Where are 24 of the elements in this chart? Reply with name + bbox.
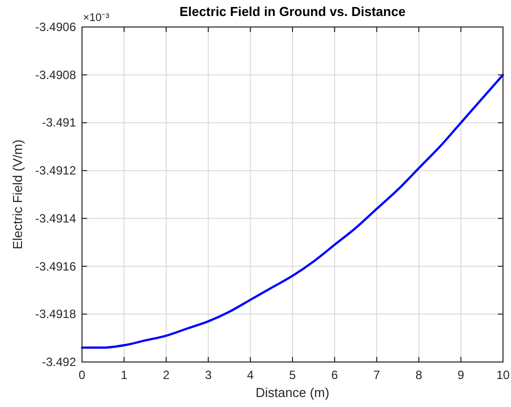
x-tick-label: 3	[204, 368, 212, 382]
x-tick-label: 7	[373, 368, 380, 382]
y-tick-label: -3.4916	[35, 259, 76, 274]
x-tick-label: 10	[496, 368, 510, 382]
y-axis-title: Electric Field (V/m)	[10, 140, 25, 250]
y-tick-label: -3.4912	[35, 164, 76, 178]
x-tick-label: 0	[78, 368, 86, 382]
chart-title: Electric Field in Ground vs. Distance	[179, 4, 406, 19]
y-tick-label: -3.4918	[35, 307, 76, 322]
x-tick-label: 1	[120, 368, 128, 382]
text: ×10⁻³	[83, 12, 110, 24]
y-tick-label: -3.4914	[35, 211, 76, 226]
x-tick-label: 2	[162, 368, 170, 382]
x-tick-label: 5	[289, 368, 296, 382]
y-tick-label: -3.4906	[35, 20, 76, 34]
x-tick-label: 9	[458, 368, 465, 382]
line-series	[80, 74, 504, 349]
x-tick-label: 6	[331, 368, 338, 382]
y-tick-label: -3.4908	[35, 68, 76, 82]
x-tick-label: 8	[415, 368, 422, 382]
x-tick-label: 4	[247, 368, 254, 382]
y-tick-label: -3.491	[42, 116, 76, 130]
x-axis-title: Distance (m)	[256, 385, 330, 400]
y-tick-label: -3.492	[42, 355, 76, 369]
